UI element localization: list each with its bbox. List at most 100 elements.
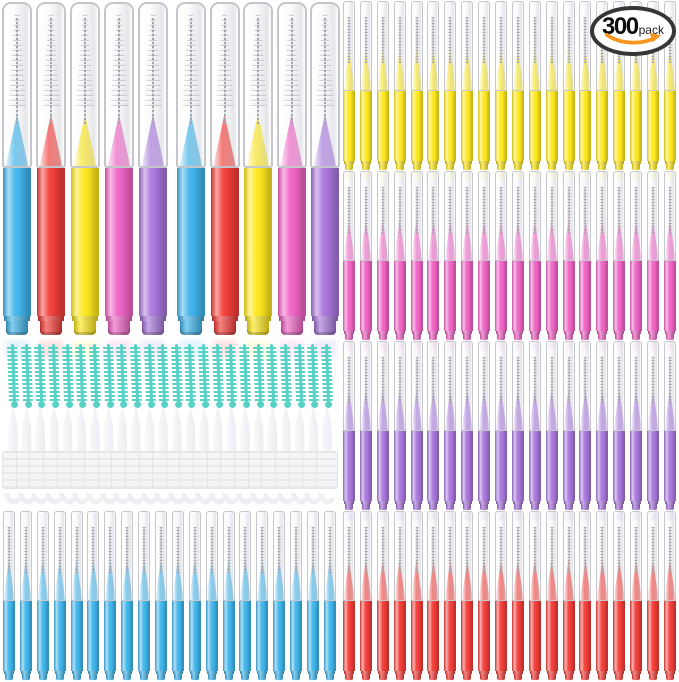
handle-foot bbox=[463, 504, 472, 510]
brush-handle bbox=[630, 601, 643, 671]
handle-foot bbox=[530, 164, 539, 170]
handle-foot bbox=[615, 674, 624, 680]
handle-foot bbox=[665, 504, 674, 510]
brush-handle bbox=[495, 601, 508, 671]
brush-handle bbox=[244, 168, 272, 316]
handle-foot bbox=[429, 504, 438, 510]
purple-interdental-brush bbox=[510, 341, 526, 511]
purple-interdental-brush bbox=[561, 341, 577, 511]
handle-foot bbox=[395, 674, 404, 680]
clear-protective-cap bbox=[495, 1, 508, 91]
handle-foot bbox=[649, 674, 658, 680]
clear-protective-cap bbox=[461, 171, 474, 261]
rubber-bristle-head bbox=[157, 344, 170, 402]
clear-protective-cap bbox=[444, 511, 457, 601]
handle-foot bbox=[463, 334, 472, 340]
brush-handle bbox=[613, 431, 626, 501]
handle-flange bbox=[512, 671, 523, 674]
brush-handle bbox=[376, 431, 389, 501]
purple-interdental-brush bbox=[409, 341, 425, 511]
handle-flange bbox=[38, 316, 64, 321]
brush-handle bbox=[545, 91, 558, 161]
pink-interdental-brush bbox=[476, 171, 492, 341]
clear-protective-cap bbox=[495, 171, 508, 261]
brush-handle bbox=[323, 601, 336, 671]
clear-protective-cap bbox=[545, 171, 558, 261]
yellow-interdental-brush bbox=[544, 1, 560, 171]
yellow-interdental-brush bbox=[527, 1, 543, 171]
handle-foot bbox=[497, 164, 506, 170]
red-interdental-brush bbox=[594, 511, 610, 681]
handle-foot bbox=[412, 334, 421, 340]
handle-foot bbox=[378, 674, 387, 680]
brush-handle bbox=[155, 601, 168, 671]
brush-handle bbox=[613, 91, 626, 161]
brush-handle bbox=[410, 261, 423, 331]
handle-flange bbox=[274, 671, 285, 674]
handle-flange bbox=[597, 161, 608, 164]
clear-protective-cap bbox=[647, 511, 660, 601]
handle-flange bbox=[512, 161, 523, 164]
brush-handle bbox=[410, 431, 423, 501]
yellow-interdental-brush bbox=[425, 1, 441, 171]
purple-interdental-brush bbox=[662, 341, 678, 511]
handle-flange bbox=[278, 316, 305, 321]
handle-foot bbox=[378, 334, 387, 340]
purple-interdental-brush bbox=[628, 341, 644, 511]
pink-interdental-brush bbox=[561, 171, 577, 341]
handle-flange bbox=[563, 501, 574, 504]
yellow-interdental-brush bbox=[459, 1, 475, 171]
handle-flange bbox=[546, 671, 557, 674]
brush-handle bbox=[478, 601, 491, 671]
brush-handle bbox=[427, 601, 440, 671]
brush-handle bbox=[290, 601, 303, 671]
clear-protective-cap bbox=[19, 511, 32, 601]
clear-protective-cap bbox=[545, 341, 558, 431]
handle-foot bbox=[581, 674, 590, 680]
pink-interdental-brush bbox=[392, 171, 408, 341]
clear-protective-cap bbox=[495, 341, 508, 431]
clear-protective-cap bbox=[579, 341, 592, 431]
handle-flange bbox=[580, 161, 591, 164]
handle-flange bbox=[563, 331, 574, 334]
red-interdental-brush bbox=[493, 511, 509, 681]
handle-foot bbox=[564, 164, 573, 170]
handle-foot bbox=[665, 674, 674, 680]
rubber-bristle-head bbox=[102, 344, 115, 402]
handle-flange bbox=[512, 331, 523, 334]
large-brush-group-1 bbox=[2, 2, 168, 338]
handle-flange bbox=[411, 161, 422, 164]
brush-handle bbox=[478, 91, 491, 161]
handle-flange bbox=[648, 501, 659, 504]
handle-flange bbox=[54, 671, 65, 674]
yellow-interdental-brush bbox=[493, 1, 509, 171]
purple-capped-interdental-brush bbox=[138, 2, 168, 338]
white-handle-neck bbox=[158, 405, 168, 453]
clear-protective-cap bbox=[478, 341, 491, 431]
brush-handle bbox=[427, 261, 440, 331]
brush-handle bbox=[205, 601, 218, 671]
handle-foot bbox=[649, 504, 658, 510]
row-red-brushes bbox=[341, 511, 678, 681]
blue-interdental-brush bbox=[322, 511, 338, 681]
clear-protective-cap bbox=[579, 1, 592, 91]
clear-protective-cap bbox=[359, 1, 372, 91]
brush-handle bbox=[444, 431, 457, 501]
row-purple-brushes bbox=[341, 341, 678, 511]
red-capped-interdental-brush bbox=[36, 2, 66, 338]
brush-handle bbox=[545, 601, 558, 671]
brush-handle bbox=[647, 261, 660, 331]
white-handle-neck bbox=[103, 405, 114, 453]
brush-handle bbox=[579, 431, 592, 501]
brush-handle bbox=[647, 431, 660, 501]
brush-handle bbox=[188, 601, 201, 671]
blue-interdental-brush bbox=[153, 511, 169, 681]
rubber-bristle-head bbox=[129, 344, 142, 402]
clear-protective-cap bbox=[104, 511, 117, 601]
handle-flange bbox=[394, 331, 405, 334]
brush-handle bbox=[596, 601, 609, 671]
handle-flange bbox=[360, 161, 371, 164]
handle-flange bbox=[529, 331, 540, 334]
clear-protective-cap bbox=[243, 2, 273, 168]
handle-flange bbox=[308, 671, 319, 674]
